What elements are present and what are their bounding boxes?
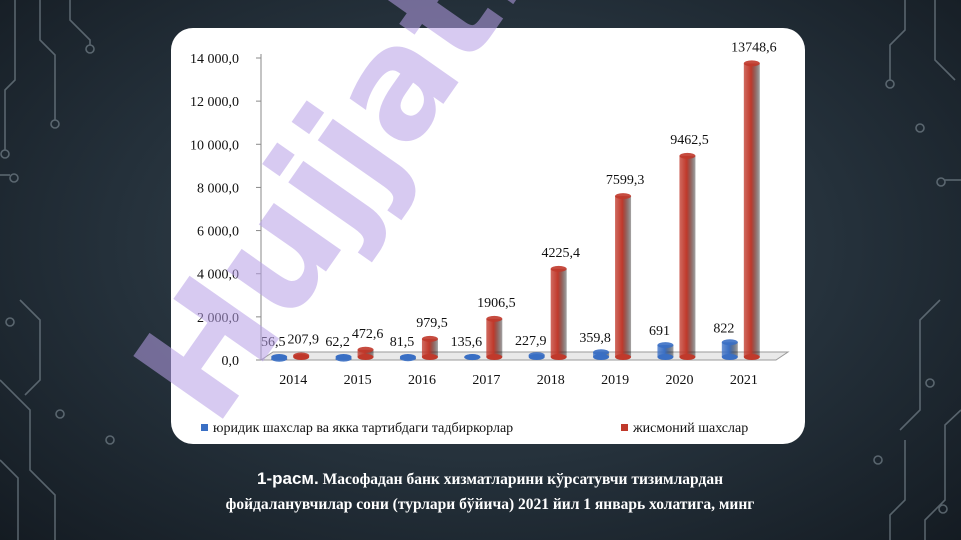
legend-swatch	[201, 424, 208, 431]
bar-legal-2021	[721, 339, 738, 360]
legend-label: юридик шахслар ва якка тартибдаги тадбир…	[213, 421, 513, 436]
legend-label: жисмоний шахслар	[632, 421, 748, 436]
data-label: 7599,3	[606, 173, 645, 188]
bar-individual-2019	[615, 193, 632, 360]
x-tick-label: 2021	[730, 373, 758, 388]
figure-caption: 1-расм. Масофадан банк хизматларини кўрс…	[150, 466, 830, 517]
y-tick-label: 2 000,0	[197, 311, 239, 326]
x-tick-label: 2015	[344, 373, 372, 388]
data-label: 1906,5	[477, 296, 516, 311]
y-tick-label: 14 000,0	[190, 52, 239, 67]
figure-label: 1-расм.	[256, 469, 319, 488]
data-label: 472,6	[352, 327, 384, 342]
bar-legal-2018	[528, 352, 545, 360]
caption-line-1: Масофадан банк хизматларини кўрсатувчи т…	[322, 471, 723, 488]
caption-line-2: фойдаланувчилар сони (турлари бўйича) 20…	[225, 496, 755, 513]
x-tick-label: 2014	[279, 373, 307, 388]
data-label: 207,9	[287, 333, 319, 348]
x-tick-label: 2018	[537, 373, 565, 388]
x-tick-label: 2017	[472, 373, 500, 388]
chart-card: 0,0 2 000,0 4 000,0 6 000,0 8 000,0 10 000,0 1…	[171, 28, 805, 444]
bar-legal-2014	[271, 354, 288, 362]
data-label: 62,2	[325, 335, 350, 350]
data-label: 4225,4	[541, 246, 580, 261]
y-tick-label: 10 000,0	[190, 138, 239, 153]
bar-individual-2020	[679, 152, 696, 360]
bar-individual-2017	[486, 315, 503, 360]
data-label: 227,9	[515, 334, 547, 349]
x-tick-label: 2019	[601, 373, 629, 388]
y-tick-label: 6 000,0	[197, 225, 239, 240]
legend-swatch	[621, 424, 628, 431]
data-label: 56,5	[261, 335, 286, 350]
chart-floor	[259, 351, 790, 361]
bar-individual-2018	[550, 265, 567, 360]
bar-legal-2016	[399, 354, 416, 362]
bar-individual-2016	[421, 335, 438, 360]
data-label: 691	[649, 324, 670, 339]
bar-legal-2017	[464, 354, 481, 361]
y-tick-label: 12 000,0	[190, 95, 239, 110]
bar-individual-2021	[743, 60, 760, 360]
bar-legal-2020	[657, 342, 674, 360]
data-label: 9462,5	[670, 133, 709, 148]
data-label: 979,5	[416, 316, 448, 331]
y-tick-label: 0,0	[222, 354, 240, 369]
x-tick-label: 2016	[408, 373, 436, 388]
bar-individual-2015	[357, 346, 374, 360]
bar-individual-2014	[293, 352, 310, 360]
data-label: 13748,6	[731, 40, 777, 55]
data-label: 81,5	[390, 335, 415, 350]
bar-legal-2015	[335, 354, 352, 362]
bar-legal-2019	[593, 349, 610, 360]
bar-chart: 0,0 2 000,0 4 000,0 6 000,0 8 000,0 10 000,0 1…	[190, 40, 790, 436]
data-label: 359,8	[579, 331, 611, 346]
data-label: 822	[713, 321, 734, 336]
x-tick-label: 2020	[665, 373, 693, 388]
data-label: 135,6	[451, 335, 483, 350]
y-tick-label: 4 000,0	[197, 268, 239, 283]
y-tick-label: 8 000,0	[197, 181, 239, 196]
